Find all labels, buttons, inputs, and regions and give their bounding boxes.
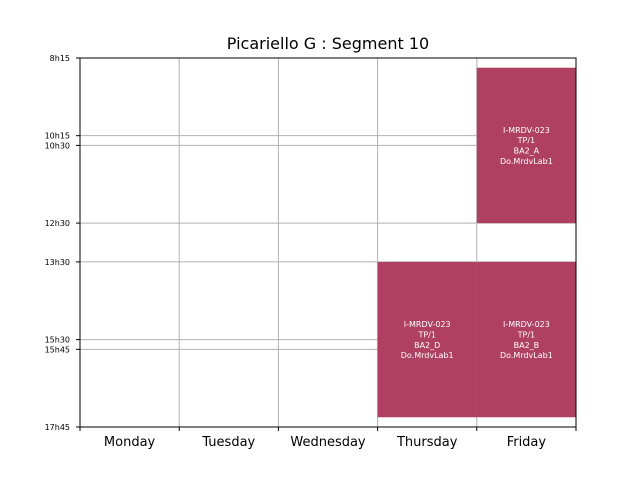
event-text: TP/1 [417, 330, 436, 339]
day-label: Thursday [396, 435, 458, 450]
day-label: Friday [507, 435, 547, 450]
event-blocks: I-MRDV-023TP/1BA2_ADo.MrdvLab1I-MRDV-023… [377, 67, 576, 418]
event-text: TP/1 [517, 330, 536, 339]
chart-title: Picariello G : Segment 10 [227, 34, 429, 53]
event-text: Do.MrdvLab1 [401, 351, 454, 360]
day-label: Monday [104, 435, 156, 450]
y-tick-label: 8h15 [50, 54, 70, 63]
event-rect[interactable] [377, 261, 477, 418]
y-tick-label: 15h45 [45, 345, 70, 354]
event-text: I-MRDV-023 [503, 126, 550, 135]
event-text: I-MRDV-023 [503, 320, 550, 329]
y-tick-label: 12h30 [45, 219, 70, 228]
y-tick-label: 13h30 [45, 258, 70, 267]
y-tick-label: 10h30 [45, 141, 70, 150]
event-text: TP/1 [517, 136, 536, 145]
day-label: Tuesday [201, 435, 255, 450]
event-text: Do.MrdvLab1 [500, 351, 553, 360]
event-rect[interactable] [476, 261, 576, 418]
event-text: BA2_A [514, 147, 540, 156]
event-text: BA2_D [414, 341, 440, 350]
event-text: Do.MrdvLab1 [500, 157, 553, 166]
x-axis-ticks: Monday Tuesday Wednesday Thursday Friday [79, 427, 577, 450]
plot-frame [79, 57, 577, 428]
event-text: I-MRDV-023 [404, 320, 451, 329]
y-tick-label: 15h30 [45, 336, 70, 345]
y-tick-label: 17h45 [45, 423, 70, 432]
event-text: BA2_B [514, 341, 540, 350]
y-tick-label: 10h15 [45, 132, 70, 141]
day-label: Wednesday [290, 435, 366, 450]
event-rect[interactable] [476, 67, 576, 224]
